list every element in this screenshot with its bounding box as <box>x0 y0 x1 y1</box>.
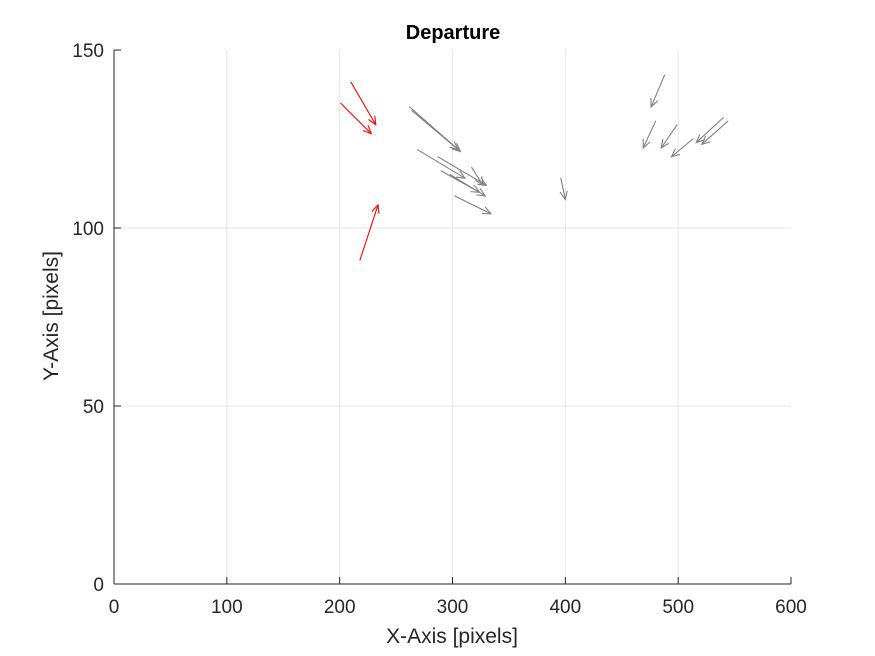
arrow-shaft <box>359 204 379 261</box>
arrow-1-2 <box>416 149 467 179</box>
arrow-shaft <box>560 177 566 201</box>
arrow-0-1 <box>340 102 373 135</box>
x-tick-label-4: 400 <box>549 597 581 618</box>
arrow-head <box>559 190 568 201</box>
arrow-head <box>449 141 460 151</box>
arrow-shaft <box>471 166 484 186</box>
arrow-head <box>371 203 380 214</box>
arrow-shaft <box>642 120 657 149</box>
arrow-shaft <box>660 124 678 149</box>
arrow-shaft <box>340 102 372 135</box>
y-tick-label-0: 0 <box>93 575 104 596</box>
arrow-0-2 <box>359 203 380 261</box>
arrow-shaft <box>437 156 487 186</box>
arrow-head <box>695 134 705 144</box>
arrow-shaft <box>701 120 729 145</box>
x-tick-label-5: 500 <box>662 597 694 618</box>
arrow-head <box>670 148 681 158</box>
arrow-shaft <box>411 109 459 151</box>
arrow-head <box>475 176 484 187</box>
chart-title: Departure <box>406 22 500 44</box>
x-tick-label-0: 0 <box>109 597 120 618</box>
arrow-1-13 <box>695 117 724 144</box>
arrow-series <box>340 74 729 261</box>
arrow-head <box>455 170 467 179</box>
x-tick-label-6: 600 <box>775 597 807 618</box>
y-tick-label-3: 150 <box>72 41 104 62</box>
arrow-head <box>700 135 711 146</box>
arrow-head <box>650 97 659 109</box>
x-tick-label-2: 200 <box>324 597 356 618</box>
arrow-0-0 <box>350 81 377 126</box>
arrow-shaft <box>650 74 666 108</box>
arrow-head <box>362 125 373 135</box>
arrow-head <box>451 143 462 153</box>
y-tick-label-1: 50 <box>83 397 104 418</box>
arrow-head <box>642 138 651 150</box>
x-axis-label: X-Axis [pixels] <box>386 625 518 648</box>
arrow-1-10 <box>642 120 657 150</box>
arrow-shaft <box>416 149 466 179</box>
arrow-shaft <box>350 81 377 126</box>
x-tick-label-3: 300 <box>437 597 469 618</box>
arrow-shaft <box>670 138 694 158</box>
y-tick-label-2: 100 <box>72 219 104 240</box>
arrow-1-3 <box>437 156 488 186</box>
arrow-head <box>368 115 377 126</box>
arrow-shaft <box>454 195 492 215</box>
x-tick-label-1: 100 <box>211 597 243 618</box>
arrow-head <box>476 188 487 197</box>
arrow-head <box>660 138 670 150</box>
arrow-1-8 <box>559 177 568 201</box>
arrow-1-1 <box>411 109 460 151</box>
arrow-1-12 <box>670 138 694 158</box>
arrow-1-9 <box>650 74 666 109</box>
arrow-1-5 <box>449 174 487 197</box>
arrow-shaft <box>449 174 486 197</box>
tick-labels: 0 100 200 300 400 500 600 0 50 100 150 <box>72 41 807 618</box>
arrow-1-7 <box>454 195 493 215</box>
arrow-head <box>477 177 488 186</box>
arrow-1-11 <box>660 124 678 150</box>
axes <box>113 49 792 585</box>
arrow-shaft <box>695 117 724 144</box>
y-axis-label: Y-Axis [pixels] <box>40 251 63 381</box>
arrow-1-6 <box>471 166 484 187</box>
arrow-1-14 <box>700 120 729 146</box>
grid-lines <box>114 50 791 584</box>
arrow-head <box>481 206 493 215</box>
